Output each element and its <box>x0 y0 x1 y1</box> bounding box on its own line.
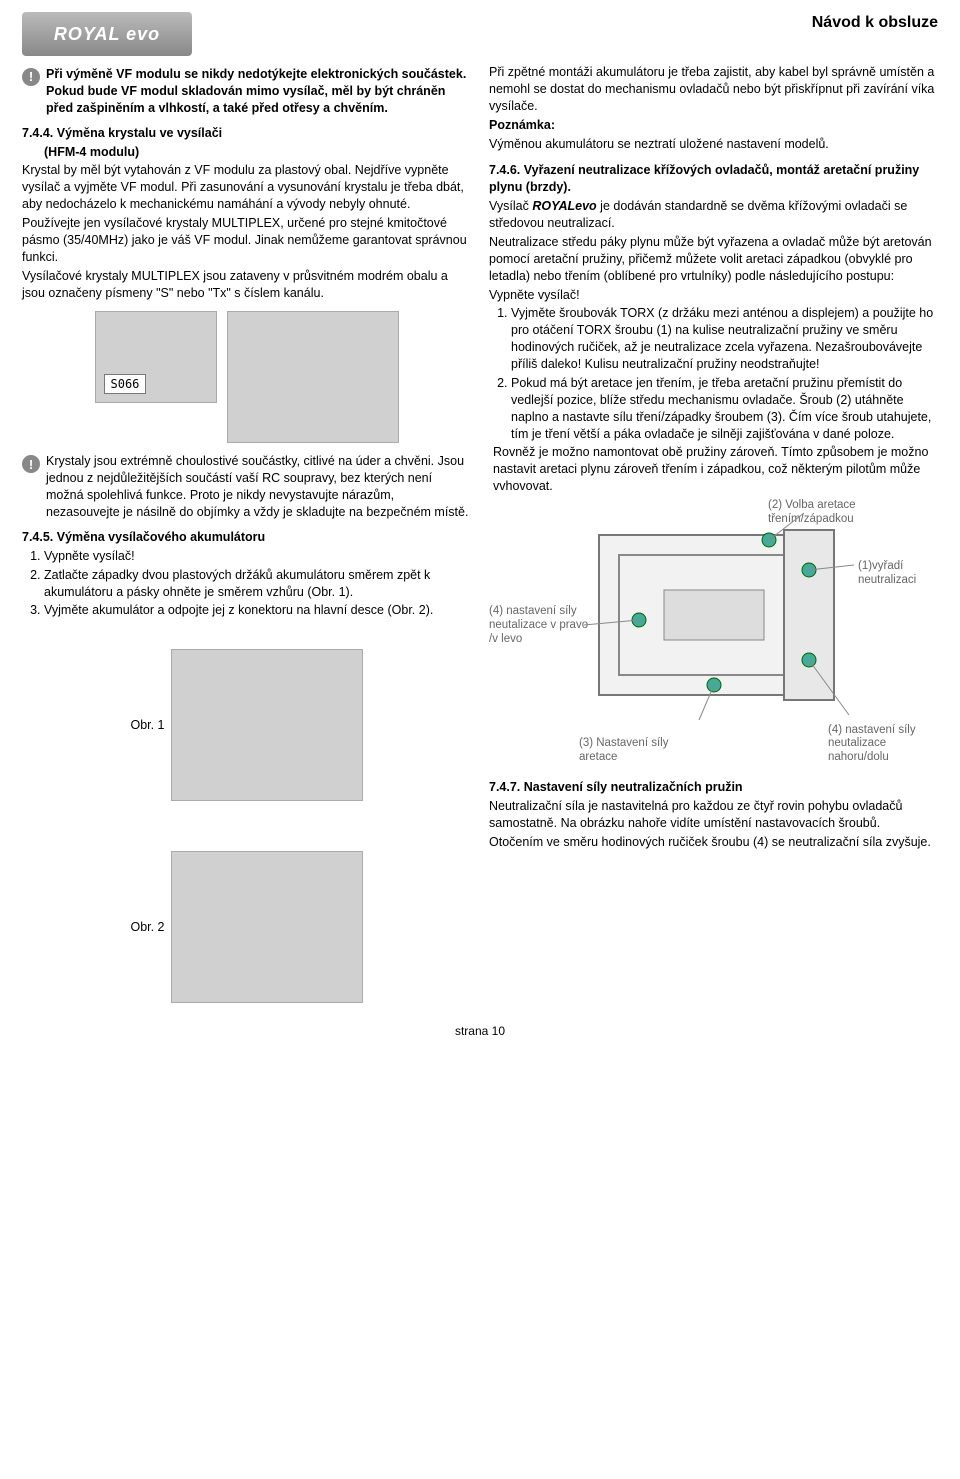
paragraph: Vysílačové krystaly MULTIPLEX jsou zatav… <box>22 268 471 302</box>
list-item: Vyjměte šroubovák TORX (z držáku mezi an… <box>511 305 938 373</box>
callout-3: (3) Nastavení síly aretace <box>579 737 699 765</box>
crystal-photo-1: S066 <box>95 311 217 403</box>
figure-1-photo <box>171 649 363 801</box>
list-item: Vyjměte akumulátor a odpojte jej z konek… <box>44 602 471 619</box>
warning-icon: ! <box>22 455 40 473</box>
paragraph: Otočením ve směru hodinových ručiček šro… <box>489 834 938 851</box>
heading-7-4-4: 7.4.4. Výměna krystalu ve vysílači <box>22 125 471 142</box>
figure-label-1: Obr. 1 <box>130 717 164 734</box>
callout-1: (1)vyřadí neutralizaci <box>858 560 938 588</box>
list-item: Zatlačte západky dvou plastových držáků … <box>44 567 471 601</box>
mechanism-diagram: (2) Volba aretace třením/západkou (1)vyř… <box>489 505 938 765</box>
warning-icon: ! <box>22 68 40 86</box>
page-header-right: Návod k obsluze <box>812 12 938 34</box>
brand-logo: ROYAL evo <box>22 12 192 56</box>
paragraph: Při zpětné montáži akumulátoru je třeba … <box>489 64 938 115</box>
paragraph: Používejte jen vysílačové krystaly MULTI… <box>22 215 471 266</box>
paragraph: Neutralizační síla je nastavitelná pro k… <box>489 798 938 832</box>
page-footer: strana 10 <box>22 1023 938 1039</box>
crystal-label: S066 <box>104 374 147 394</box>
paragraph: Rovněž je možno namontovat obě pružiny z… <box>493 444 938 495</box>
warning-text-1: Při výměně VF modulu se nikdy nedotýkejt… <box>46 66 471 117</box>
figure-2-photo <box>171 851 363 1003</box>
paragraph: Krystal by měl být vytahován z VF modulu… <box>22 162 471 213</box>
heading-7-4-7: 7.4.7. Nastavení síly neutralizačních pr… <box>489 779 938 796</box>
paragraph: Vysílač ROYALevo je dodáván standardně s… <box>489 198 938 232</box>
paragraph: Neutralizace středu páky plynu může být … <box>489 234 938 285</box>
crystal-photo-2 <box>227 311 399 443</box>
heading-7-4-6: 7.4.6. Vyřazení neutralizace křížových o… <box>489 162 938 196</box>
note-text: Výměnou akumulátoru se neztratí uložené … <box>489 136 938 153</box>
note-label: Poznámka: <box>489 117 938 134</box>
paragraph: Vypněte vysílač! <box>489 287 938 304</box>
list-item: Vypněte vysílač! <box>44 548 471 565</box>
warning-text-2: Krystaly jsou extrémně choulostivé součá… <box>46 453 471 521</box>
list-item: Pokud má být aretace jen třením, je třeb… <box>511 375 938 443</box>
subheading-hfm4: (HFM-4 modulu) <box>44 144 471 161</box>
heading-7-4-5: 7.4.5. Výměna vysílačového akumulátoru <box>22 529 471 546</box>
callout-4b: (4) nastavení síly neutalizace nahoru/do… <box>828 724 938 765</box>
figure-label-2: Obr. 2 <box>130 919 164 936</box>
